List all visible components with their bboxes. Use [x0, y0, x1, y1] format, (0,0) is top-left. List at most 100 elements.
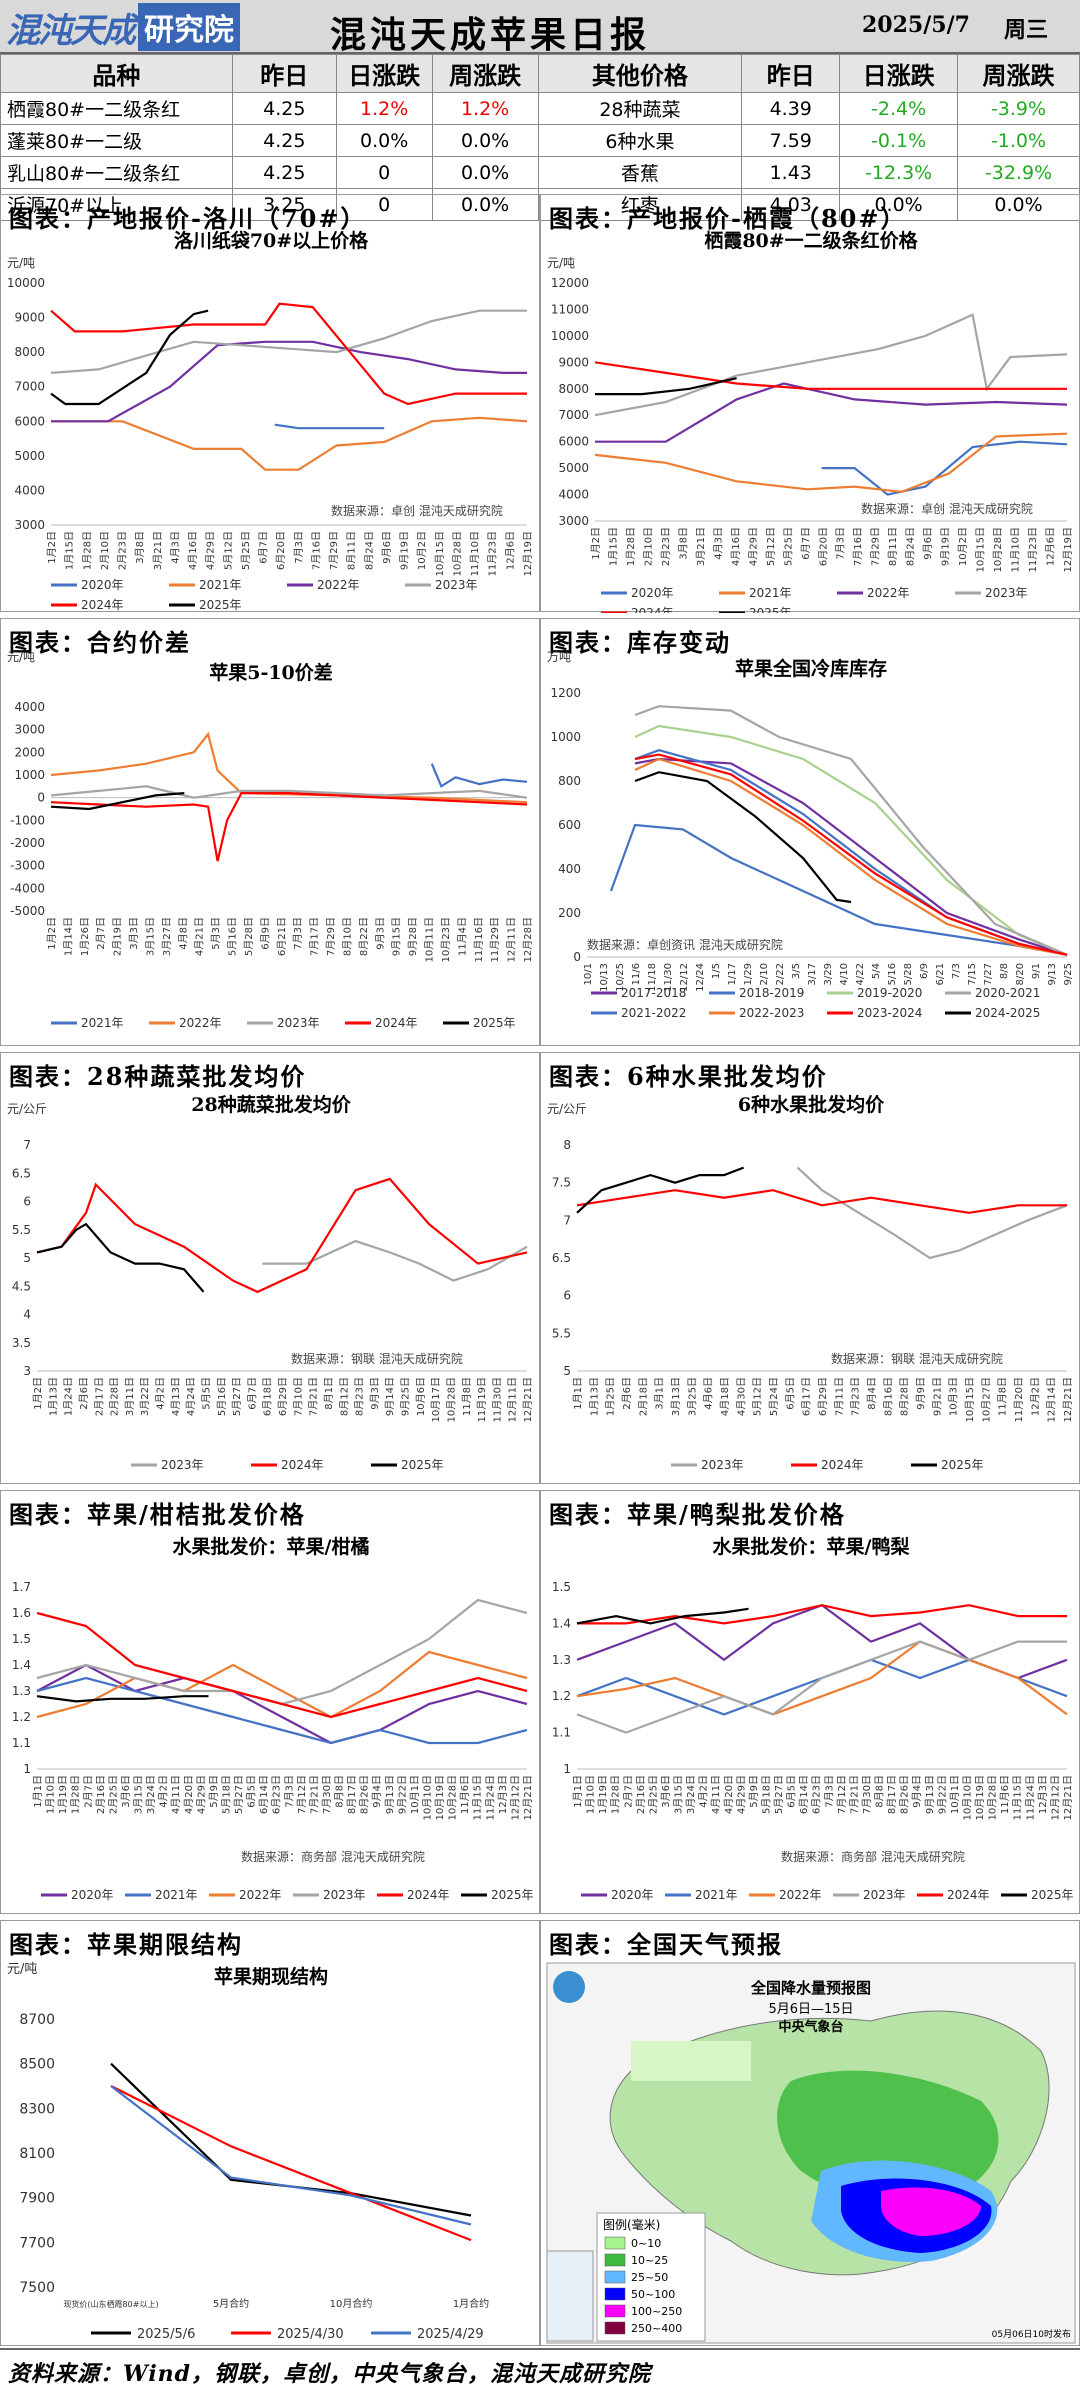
x-tick-label: 3/29 — [823, 963, 834, 985]
x-tick-label: 12月11日 — [506, 917, 518, 962]
series-line-2023年 — [50, 785, 528, 799]
y-tick-label: 1.3 — [12, 1684, 31, 1698]
x-tick: 5月12日 — [765, 527, 777, 566]
x-tick-label: 6月20日 — [817, 527, 829, 566]
x-tick-label: 1月合约 — [453, 2297, 489, 2310]
x-tick-label: 9月6日 — [381, 531, 393, 564]
x-tick: 5/16 — [887, 963, 898, 985]
x-tick-label: 9月22日 — [396, 1775, 408, 1814]
x-tick: 8月22日 — [358, 917, 370, 956]
legend-label: 2021年 — [155, 1888, 198, 1902]
x-tick-label: 12月21日 — [1062, 1775, 1074, 1820]
x-tick-label: 9月14日 — [384, 1377, 396, 1416]
x-tick: 3月15日 — [144, 917, 156, 956]
x-tick-label: 1月2日 — [46, 917, 58, 950]
x-tick-label: 1月28日 — [81, 531, 93, 570]
x-tick: 1月10日 — [45, 1775, 57, 1814]
y-tick-label: 5 — [23, 1251, 31, 1265]
x-tick: 2月23日 — [660, 527, 672, 566]
x-tick: 9月6日 — [922, 527, 934, 560]
x-tick-label: 4月16日 — [730, 527, 742, 566]
x-tick-label: 9月19日 — [940, 527, 952, 566]
x-tick: 1月15日 — [64, 531, 76, 570]
cma-logo-icon — [553, 1971, 585, 2003]
y-tick-label: 1 — [563, 1762, 571, 1776]
x-tick: 9月6日 — [381, 531, 393, 564]
x-tick-label: 12月21日 — [522, 1377, 534, 1422]
x-tick-label: 8月17日 — [886, 1775, 898, 1814]
x-tick-label: 12月19日 — [522, 531, 534, 576]
x-tick: 1/29 — [743, 963, 754, 985]
x-tick: 6月23日 — [271, 1775, 283, 1814]
x-tick-label: 9月3日 — [369, 1377, 381, 1410]
series-line-2025/4/29 — [110, 2085, 472, 2226]
x-tick-label: 7月21日 — [308, 1377, 320, 1416]
x-tick: 5月9日 — [748, 1775, 760, 1808]
y-tick-label: 4.5 — [12, 1279, 31, 1293]
x-tick-label: 10月27日 — [980, 1377, 992, 1422]
section-spread: 图表：合约价差 苹果5-10价差 元/吨 -5000 -4000 -3000 -2000 -… — [0, 618, 540, 1046]
x-tick: 1月28日 — [81, 531, 93, 570]
series-line-2023年 — [796, 1166, 1068, 1260]
x-tick-label: 11月15日 — [1012, 1775, 1024, 1820]
x-tick: 4月21日 — [194, 917, 206, 956]
series-line-2024-2025 — [634, 771, 852, 904]
x-tick-label: 2/10 — [759, 963, 770, 985]
x-tick: 1月2日 — [46, 531, 58, 564]
x-tick: 11月6日 — [999, 1775, 1011, 1814]
x-tick: 3月21日 — [695, 527, 707, 566]
chart-title: 水果批发价：苹果/鸭梨 — [713, 1535, 911, 1558]
x-tick: 5月5日 — [200, 1377, 212, 1410]
x-tick: 1月1日 — [572, 1775, 584, 1808]
x-tick-label: 2月6日 — [621, 1377, 633, 1410]
map-legend-label: 100~250 — [631, 2305, 682, 2318]
series-line-2023年 — [576, 1640, 1067, 1734]
x-tick-label: 3月13日 — [670, 1377, 682, 1416]
x-tick-label: 12月3日 — [1037, 1775, 1049, 1814]
x-tick-label: 6月23日 — [271, 1775, 283, 1814]
section-title: 图表：苹果/鸭梨批发价格 — [549, 1500, 846, 1529]
chart-title: 苹果5-10价差 — [209, 661, 333, 684]
x-tick: 7月21日 — [308, 1377, 320, 1416]
section-fruit: 图表：6种水果批发均价 6种水果批发均价 元/公斤 5 5.5 6 6.5 7 7.5 8 1月1… — [540, 1052, 1080, 1484]
y-tick-label: 5.5 — [552, 1326, 571, 1340]
y-tick-label: -2000 — [10, 836, 45, 850]
price-cell-day: 0 — [335, 156, 433, 189]
x-tick-label: 9月13日 — [924, 1775, 936, 1814]
x-tick: 4月20日 — [723, 1775, 735, 1814]
x-tick: 5月18日 — [220, 1775, 232, 1814]
series-line-2019-2020 — [634, 724, 1068, 956]
x-tick: 5月12日 — [752, 1377, 764, 1416]
price-cell-oprice: 7.59 — [741, 124, 841, 157]
x-tick: 9月9日 — [915, 1377, 927, 1410]
x-tick: 9月3日 — [374, 917, 386, 950]
x-tick: 7月30日 — [861, 1775, 873, 1814]
x-tick: 4月8日 — [177, 917, 189, 950]
x-tick-label: 12/12 — [679, 963, 690, 992]
section-orange: 图表：苹果/柑桔批发价格 水果批发价：苹果/柑橘 1 1.1 1.2 1.3 1.4 1.5… — [0, 1490, 540, 1914]
report-title: 混沌天成苹果日报 — [330, 14, 651, 56]
x-tick: 1月2日 — [590, 527, 602, 560]
x-tick: 10月17日 — [430, 1377, 442, 1422]
x-tick-label: 9月4日 — [911, 1775, 923, 1808]
y-tick-label: 5 — [563, 1364, 571, 1378]
x-tick: 10月10日 — [961, 1775, 973, 1820]
x-tick-label: 8月23日 — [354, 1377, 366, 1416]
x-tick-label: 7月3日 — [823, 1775, 835, 1808]
x-tick: 11月10日 — [1010, 527, 1022, 572]
report-weekday: 周三 — [1004, 17, 1049, 43]
x-tick-label: 10月15日 — [434, 531, 446, 576]
x-tick: 4月11日 — [710, 1775, 722, 1814]
x-tick-label: 10月2日 — [957, 527, 969, 566]
price-cell-name: 沂源70#以上 — [0, 188, 233, 221]
x-tick-label: 1月2日 — [32, 1377, 44, 1410]
x-tick: 7月21日 — [308, 1775, 320, 1814]
x-tick: 8/20 — [1015, 963, 1026, 985]
x-tick: 3月1日 — [654, 1377, 666, 1410]
price-row: 乳山80#一二级条红 4.25 0 0.0% 香蕉 1.43 -12.3% -32.9% — [0, 156, 1080, 189]
y-unit-label: 元/公斤 — [547, 1102, 587, 1116]
x-tick: 6月7日 — [258, 531, 270, 564]
x-tick: 11/18 — [647, 963, 658, 992]
x-tick-label: 2月16日 — [635, 1775, 647, 1814]
